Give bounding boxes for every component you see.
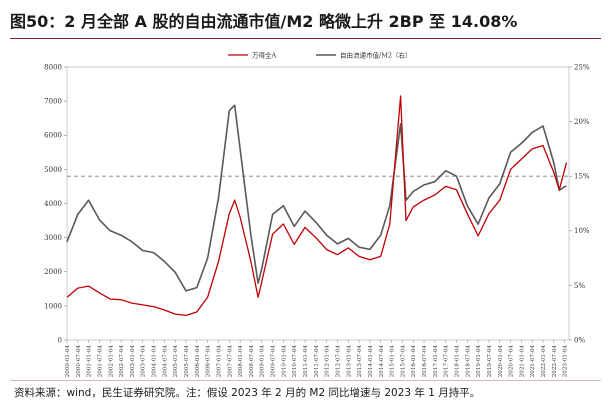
x-tick-label: 2020-01-04 [498, 345, 504, 378]
chart-legend: 万得全A 自由流通市值/M2（右） [228, 50, 411, 59]
x-tick-label: 2017-07-04 [444, 345, 450, 378]
x-tick-label: 2004-01-04 [152, 345, 158, 378]
title-underline [10, 38, 601, 39]
x-tick-label: 2021-07-04 [530, 345, 536, 378]
x-tick-label: 2003-01-04 [130, 345, 136, 378]
x-tick-label: 2010-01-04 [281, 345, 287, 378]
chart-axes: 0 1000 2000 3000 4000 5000 6000 7000 8000 0% 5% 10%… [44, 63, 590, 377]
x-tick-label: 2007-07-04 [227, 345, 233, 378]
x-tick-label: 2014-01-04 [368, 345, 374, 378]
x-tick-label: 2005-07-04 [184, 345, 190, 378]
x-tick-label: 2021-01-04 [519, 345, 525, 378]
x-tick-label: 2019-01-04 [476, 345, 482, 378]
x-tick-label: 2022-01-04 [541, 345, 547, 378]
y-left-tick-label: 8000 [44, 63, 62, 71]
x-tick-label: 2023-01-04 [563, 345, 569, 378]
x-tick-label: 2006-07-04 [206, 345, 212, 378]
y-right-tick-label: 10% [574, 227, 590, 235]
x-tick-label: 2012-07-04 [335, 345, 341, 378]
x-tick-label: 2011-07-04 [314, 345, 320, 378]
x-tick-label: 2019-07-04 [487, 345, 493, 378]
x-tick-label: 2007-01-04 [216, 345, 222, 378]
x-tick-label: 2015-01-04 [390, 345, 396, 378]
y-left-tick-label: 4000 [44, 200, 62, 208]
x-tick-label: 2009-07-04 [271, 345, 277, 378]
plot-frame [66, 66, 570, 341]
x-tick-label: 2017-01-04 [433, 345, 439, 378]
series-wind-a-line [66, 95, 568, 317]
x-tick-label: 2008-01-04 [238, 345, 244, 378]
x-tick-label: 2005-01-04 [173, 345, 179, 378]
x-tick-label: 2009-01-04 [260, 345, 266, 378]
series-lines [66, 95, 568, 317]
y-left-tick-label: 5000 [44, 166, 62, 174]
x-tick-label: 2014-07-04 [379, 345, 385, 378]
x-tick-label: 2013-07-04 [357, 345, 363, 378]
x-tick-label: 2012-01-04 [325, 345, 331, 378]
x-tick-label: 2004-07-04 [162, 345, 168, 378]
y-right-tick-label: 25% [574, 63, 590, 71]
x-tick-label: 2006-01-04 [195, 345, 201, 378]
x-tick-label: 2010-07-04 [292, 345, 298, 378]
y-left-tick-label: 1000 [44, 302, 62, 310]
x-tick-label: 2000-07-04 [76, 345, 82, 378]
y-left-tick-label: 6000 [44, 132, 62, 140]
x-tick-label: 2018-01-04 [454, 345, 460, 378]
x-tick-label: 2001-01-04 [87, 345, 93, 378]
x-tick-label: 2008-07-04 [249, 345, 255, 378]
x-tick-label: 2022-07-04 [552, 345, 558, 378]
x-tick-label: 2013-01-04 [346, 345, 352, 378]
legend-label-wind-a: 万得全A [252, 50, 277, 59]
x-tick-label: 2016-07-04 [422, 345, 428, 378]
y-right-tick-label: 15% [574, 173, 590, 181]
x-tick-label: 2018-07-04 [465, 345, 471, 378]
y-left-tick-label: 3000 [44, 234, 62, 242]
x-tick-label: 2016-01-04 [411, 345, 417, 378]
y-right-tick-label: 20% [574, 118, 590, 126]
y-left-tick-label: 0 [58, 336, 62, 344]
x-tick-label: 2000-01-04 [65, 345, 71, 378]
y-right-tick-label: 5% [574, 282, 585, 290]
series-free-float-m2-line [66, 104, 567, 292]
line-chart: 0 1000 2000 3000 4000 5000 6000 7000 8000 0% 5% 10%… [44, 50, 590, 377]
x-tick-label: 2020-07-04 [509, 345, 515, 378]
x-tick-label: 2001-07-04 [97, 345, 103, 378]
figure-title: 图50：2 月全部 A 股的自由流通市值/M2 略微上升 2BP 至 14.08… [10, 12, 518, 31]
x-tick-label: 2003-07-04 [141, 345, 147, 378]
x-tick-label: 2002-01-04 [108, 345, 114, 378]
y-left-tick-label: 2000 [44, 268, 62, 276]
source-divider [10, 380, 601, 381]
x-tick-label: 2015-07-04 [400, 345, 406, 378]
y-left-tick-label: 7000 [44, 98, 62, 106]
y-right-tick-label: 0% [574, 336, 585, 344]
legend-label-free-float-m2: 自由流通市值/M2（右） [340, 50, 411, 59]
x-tick-label: 2011-01-04 [303, 345, 309, 378]
x-tick-label: 2002-07-04 [119, 345, 125, 378]
source-note: 资料来源：wind，民生证券研究院。注：假设 2023 年 2 月的 M2 同比… [14, 387, 481, 399]
